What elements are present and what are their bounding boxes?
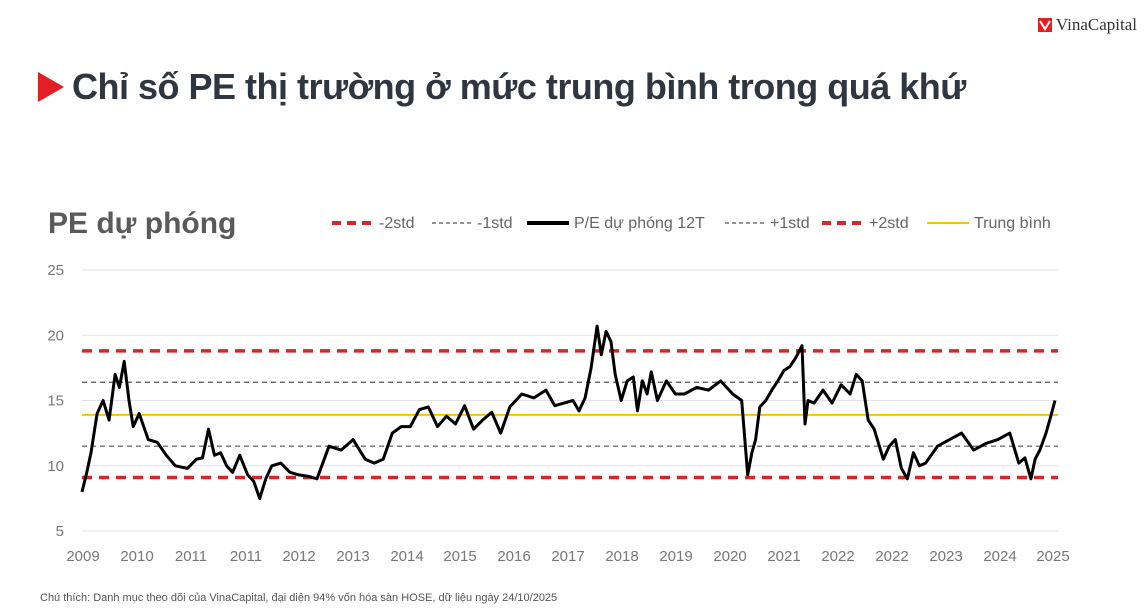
y-tick-label: 15 (47, 393, 64, 410)
x-tick-label: 2018 (605, 548, 638, 565)
x-tick-label: 2015 (443, 548, 476, 565)
chart-legend: -2std -1std P/E dự phóng 12T +1std +2std Trun… (332, 215, 1051, 232)
logo-background (1037, 18, 1052, 32)
x-tick-label: 2025 (1036, 548, 1069, 565)
x-tick-label: 2013 (336, 548, 369, 565)
x-tick-label: 2024 (983, 548, 1016, 565)
series-line-pe (80, 324, 1057, 500)
legend-label: +2std (869, 215, 909, 232)
x-tick-label: 2022 (875, 548, 908, 565)
chart-title: PE dự phóng (48, 207, 237, 240)
x-tick-label: 2020 (713, 548, 746, 565)
x-tick-label: 2014 (390, 548, 423, 565)
y-axis: 5 10 15 20 25 (47, 262, 64, 540)
y-tick-label: 10 (47, 458, 64, 475)
x-tick-label: 2009 (66, 548, 99, 565)
x-tick-label: 2023 (929, 548, 962, 565)
x-axis: 2009 2010 2011 2011 2012 2013 2014 2015 2016 2017… (66, 548, 1069, 565)
brand-logo: VinaCapital (1037, 15, 1137, 35)
legend-label: Trung bình (974, 215, 1051, 232)
x-tick-label: 2011 (230, 548, 262, 565)
play-arrow-icon (38, 72, 64, 102)
x-tick-label: 2012 (282, 548, 315, 565)
y-tick-label: 5 (56, 523, 64, 540)
x-tick-label: 2019 (659, 548, 692, 565)
x-tick-label: 2016 (497, 548, 530, 565)
footnote: Chú thích: Danh mục theo dõi của VinaCap… (40, 592, 558, 604)
vinacapital-logo-icon (1037, 18, 1052, 32)
page-title: Chỉ số PE thị trường ở mức trung bình tr… (72, 66, 966, 107)
legend-label: -1std (477, 215, 513, 232)
y-tick-label: 25 (47, 262, 64, 279)
x-tick-label: 2017 (551, 548, 584, 565)
legend-label: +1std (770, 215, 810, 232)
x-tick-label: 2022 (821, 548, 854, 565)
legend-label: P/E dự phóng 12T (574, 215, 705, 232)
series-layer (80, 324, 1057, 500)
y-tick-label: 20 (47, 327, 64, 344)
brand-name: VinaCapital (1055, 15, 1137, 34)
legend-label: -2std (379, 215, 415, 232)
x-tick-label: 2011 (175, 548, 207, 565)
x-tick-label: 2010 (120, 548, 153, 565)
page-header: Chỉ số PE thị trường ở mức trung bình tr… (38, 66, 966, 108)
x-tick-label: 2021 (767, 548, 800, 565)
